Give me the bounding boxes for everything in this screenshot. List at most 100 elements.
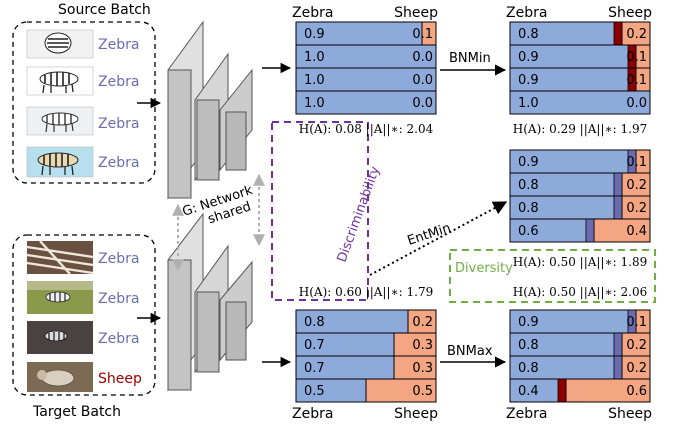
discriminability-frame [271,121,369,301]
discriminability-label: Discriminability [335,164,384,264]
matrix-row: 0.7 0.3 [295,355,437,380]
source-label-2: Zebra [98,74,139,90]
metric-readout: H(A): 0.08 ||A||∗: 2.04 [299,122,434,136]
source-label-4: Zebra [98,155,139,171]
target-item-1: Zebra [26,240,139,275]
zebra-column-header: Zebra [506,406,547,422]
matrix-row: 1.0 0.0 [295,44,437,69]
sheep-prob-value: 0.1 [626,50,647,65]
matrix-row: 0.5 0.5 [295,378,437,403]
sheep-prob-value: 0.1 [626,315,647,330]
zebra-prob-value: 0.7 [304,338,325,353]
zebra-prob-value: 0.5 [304,384,325,399]
source-label-3: Zebra [98,116,139,132]
metric-readout: H(A): 0.60 ||A||∗: 1.79 [299,285,433,299]
matrix-row: 0.8 0.2 [509,332,651,357]
entmin-label: EntMin [406,221,453,249]
target-label-1: Zebra [98,251,139,267]
zebra-prob-value: 1.0 [304,73,325,88]
zebra-prob-value: 1.0 [518,96,539,111]
bnmax-matrix: 0.9 0.1 0.8 0.2 0.8 0.2 0.4 0.6 Zebra Sheep H(A): … [506,285,652,422]
sheep-prob-value: 0.3 [412,361,433,376]
accent-mark [613,355,623,380]
target-item-2: Zebra [27,281,139,314]
sheep-prob-value: 0.2 [626,27,647,42]
zebra-prob-bar [295,90,437,115]
sheep-prob-value: 0.6 [626,384,647,399]
zebra-column-header: Zebra [292,5,333,21]
bnmin-label: BNMin [449,51,491,66]
zebra-column-header: Zebra [292,406,333,422]
sheep-prob-value: 0.2 [626,201,647,216]
sheep-prob-bar [365,378,437,403]
diversity-label: Diversity [455,261,513,276]
target-batch-title: Target Batch [32,404,121,420]
accent-mark [613,172,623,197]
matrix-row: 0.8 0.2 [295,309,437,334]
sheep-column-header: Sheep [394,406,438,422]
accent-mark [613,195,623,220]
matrix-row: 0.9 0.1 [509,149,651,174]
target-item-4: Sheep [27,362,142,392]
sheep-prob-value: 0.0 [412,73,433,88]
sheep-prob-value: 0.1 [412,27,433,42]
network-top [167,20,253,200]
entmin-matrix: 0.9 0.1 0.8 0.2 0.8 0.2 0.6 0.4 H(A): 0.50 ||A||… [509,149,651,269]
accent-mark [585,218,595,243]
matrix-row: 0.9 0.1 [295,21,437,46]
sheep-prob-value: 0.1 [626,73,647,88]
sheep-column-header: Sheep [608,5,652,21]
zebra-prob-value: 0.8 [518,178,539,193]
zebra-prob-value: 0.8 [518,361,539,376]
target-label-2: Zebra [98,291,139,307]
matrix-row: 1.0 0.0 [295,90,437,115]
sheep-prob-value: 0.2 [412,315,433,330]
accent-mark [613,21,623,46]
matrix-row: 1.0 0.0 [509,90,651,115]
source-item-2: Zebra [26,66,139,96]
sheep-prob-value: 0.0 [412,96,433,111]
zebra-prob-bar [509,90,651,115]
sheep-prob-value: 0.5 [412,384,433,399]
bnmax-label: BNMax [447,344,493,359]
matrices-layer: 0.9 0.1 1.0 0.0 1.0 0.0 1.0 0.0 Zebra Sheep H(A): … [292,5,652,422]
zebra-prob-value: 0.9 [518,73,539,88]
zebra-prob-value: 0.8 [518,27,539,42]
zebra-prob-value: 0.9 [518,50,539,65]
matrix-row: 0.4 0.6 [509,378,651,403]
entmin-arrow [369,201,508,276]
target-label-4: Sheep [98,371,142,387]
zebra-prob-value: 1.0 [304,96,325,111]
matrix-row: 0.8 0.2 [509,355,651,380]
matrix-row: 0.9 0.1 [509,309,651,334]
sheep-prob-value: 0.2 [626,361,647,376]
zebra-prob-value: 0.9 [304,27,325,42]
sheep-prob-value: 0.4 [626,224,647,239]
source-item-3: Zebra [26,106,139,136]
accent-mark [557,378,567,403]
metric-readout: H(A): 0.29 ||A||∗: 1.97 [513,122,647,136]
zebra-prob-value: 0.8 [518,201,539,216]
bnmin-matrix: 0.8 0.2 0.9 0.1 0.9 0.1 1.0 0.0 Zebra Sheep H(A): … [506,5,652,136]
metric-readout: H(A): 0.50 ||A||∗: 2.06 [513,285,647,299]
source-item-1: Zebra [26,29,139,59]
source-item-4: Zebra [26,146,139,178]
matrix-row: 0.9 0.1 [509,44,651,69]
target-label-3: Zebra [98,331,139,347]
sheep-prob-value: 0.0 [412,50,433,65]
source-batch-title: Source Batch [58,2,151,18]
zebra-prob-value: 0.9 [518,155,539,170]
matrix-row: 0.6 0.4 [509,218,651,243]
zebra-prob-value: 1.0 [304,50,325,65]
matrix-row: 0.8 0.2 [509,195,651,220]
network-bottom [167,212,253,392]
zebra-prob-value: 0.8 [518,338,539,353]
sheep-prob-value: 0.2 [626,178,647,193]
sheep-prob-value: 0.2 [626,338,647,353]
matrix-row: 0.7 0.3 [295,332,437,357]
source-matrix: 0.9 0.1 1.0 0.0 1.0 0.0 1.0 0.0 Zebra Sheep H(A): … [292,5,438,136]
diversity-frame [449,249,656,303]
matrix-row: 0.8 0.2 [509,21,651,46]
accent-mark [613,332,623,357]
source-label-1: Zebra [98,37,139,53]
